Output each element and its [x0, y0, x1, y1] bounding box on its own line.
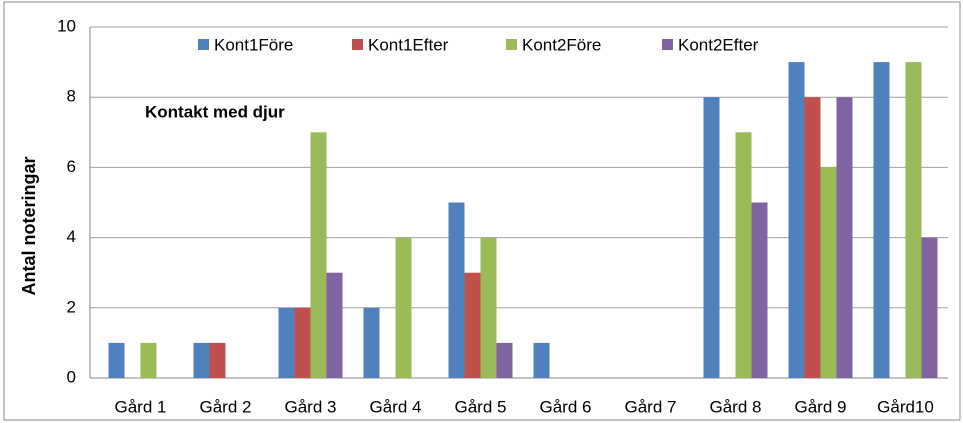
bar [140, 342, 157, 378]
legend-swatch [352, 39, 363, 50]
y-tick-label: 4 [67, 227, 76, 246]
bar [363, 307, 380, 378]
bar [193, 342, 210, 378]
y-tick-label: 2 [67, 297, 76, 316]
x-tick-label: Gård 3 [285, 397, 337, 416]
annotation: Kontakt med djur [145, 102, 285, 121]
bar [735, 132, 752, 378]
y-axis-label: Antal noteringar [19, 156, 39, 295]
x-tick-label: Gård 8 [710, 397, 762, 416]
bar [905, 62, 922, 378]
legend-label: Kont1Efter [368, 35, 449, 54]
bar [209, 342, 226, 378]
y-tick-label: 10 [57, 16, 76, 35]
bar [294, 307, 311, 378]
legend-swatch [198, 39, 209, 50]
bar [395, 237, 412, 378]
bar [533, 342, 550, 378]
bar [921, 237, 938, 378]
bar [448, 202, 465, 378]
bar [326, 272, 343, 378]
legend-label: Kont1Före [214, 35, 293, 54]
x-tick-label: Gård10 [877, 397, 934, 416]
bar [751, 202, 768, 378]
y-tick-label: 8 [67, 87, 76, 106]
y-tick-label: 6 [67, 157, 76, 176]
bar [820, 167, 837, 378]
x-tick-label: Gård 2 [200, 397, 252, 416]
bar [464, 272, 481, 378]
bar [788, 62, 805, 378]
bar [703, 97, 720, 378]
x-tick-label: Gård 1 [115, 397, 167, 416]
bar [480, 237, 497, 378]
bar [496, 342, 513, 378]
x-tick-label: Gård 4 [370, 397, 422, 416]
x-tick-label: Gård 6 [540, 397, 592, 416]
legend-label: Kont2Efter [678, 35, 759, 54]
x-tick-label: Gård 5 [455, 397, 507, 416]
legend-swatch [662, 39, 673, 50]
bar [108, 342, 125, 378]
bar [310, 132, 327, 378]
bar [836, 97, 853, 378]
x-tick-label: Gård 9 [795, 397, 847, 416]
x-tick-label: Gård 7 [625, 397, 677, 416]
bar [873, 62, 890, 378]
legend-swatch [506, 39, 517, 50]
y-tick-label: 0 [67, 367, 76, 386]
bar [278, 307, 295, 378]
bar [804, 97, 821, 378]
legend-label: Kont2Före [522, 35, 601, 54]
